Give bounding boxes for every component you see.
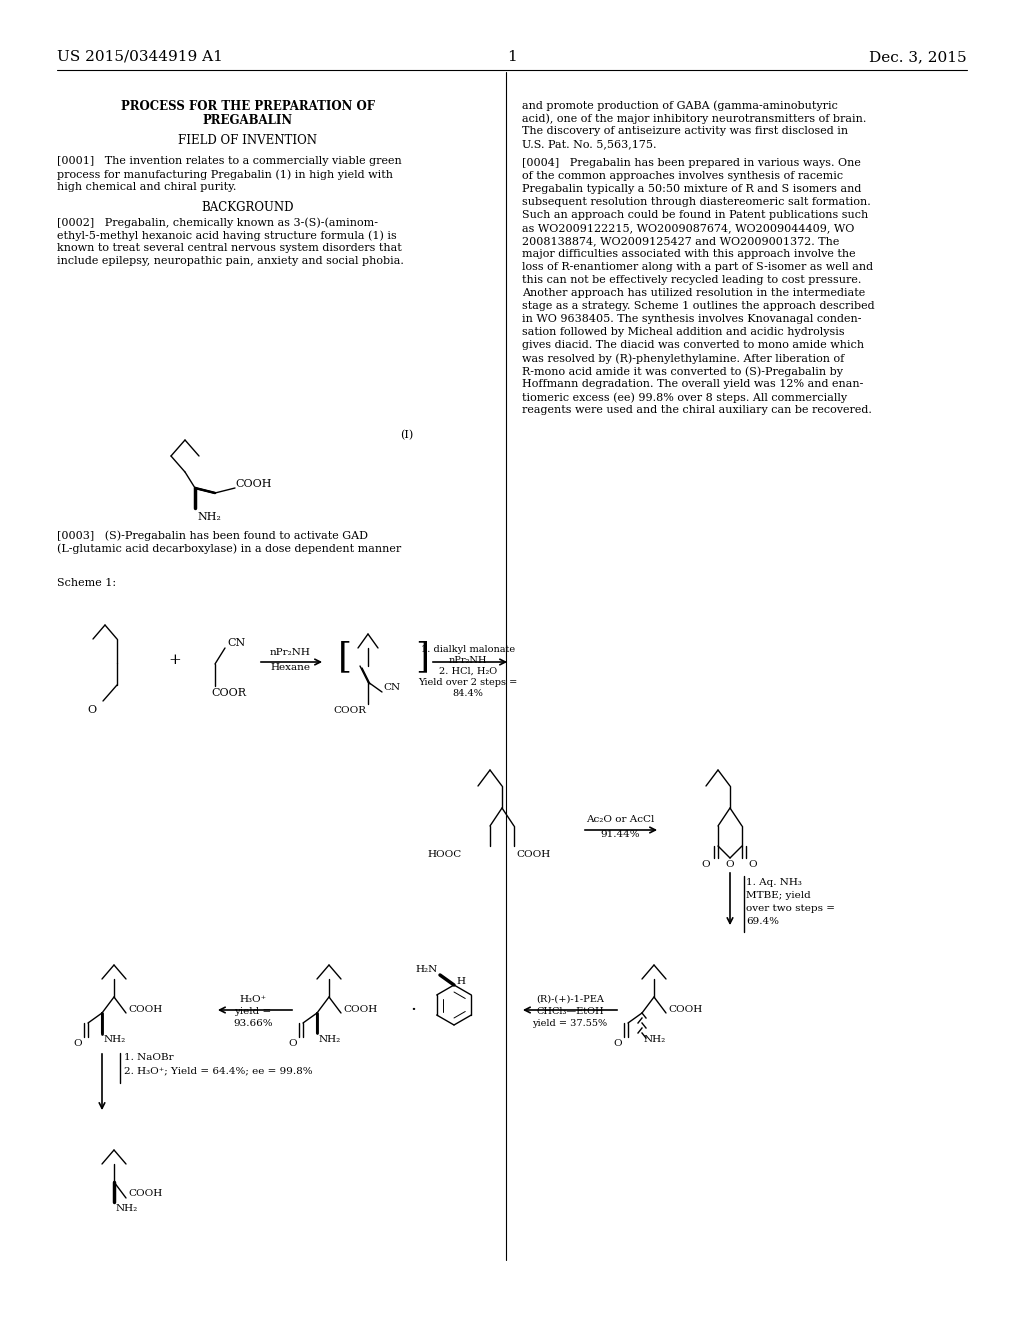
Text: subsequent resolution through diastereomeric salt formation.: subsequent resolution through diastereom… [522,197,870,207]
Text: gives diacid. The diacid was converted to mono amide which: gives diacid. The diacid was converted t… [522,341,864,350]
Text: H₃O⁺: H₃O⁺ [240,995,266,1005]
Text: Yield over 2 steps =: Yield over 2 steps = [419,678,517,686]
Text: COOH: COOH [128,1189,162,1199]
Text: O: O [88,705,97,715]
Text: known to treat several central nervous system disorders that: known to treat several central nervous s… [57,243,401,253]
Text: 69.4%: 69.4% [746,917,779,927]
Text: high chemical and chiral purity.: high chemical and chiral purity. [57,182,237,191]
Text: US 2015/0344919 A1: US 2015/0344919 A1 [57,50,223,63]
Text: major difficulties associated with this approach involve the: major difficulties associated with this … [522,249,856,259]
Text: U.S. Pat. No. 5,563,175.: U.S. Pat. No. 5,563,175. [522,139,656,149]
Text: NH₂: NH₂ [197,512,221,521]
Text: nPr₂NH: nPr₂NH [269,648,310,657]
Text: (R)-(+)-1-PEA: (R)-(+)-1-PEA [536,995,604,1005]
Text: BACKGROUND: BACKGROUND [202,201,294,214]
Text: COOR: COOR [334,706,367,715]
Text: 1. Aq. NH₃: 1. Aq. NH₃ [746,878,802,887]
Text: as WO2009122215, WO2009087674, WO2009044409, WO: as WO2009122215, WO2009087674, WO2009044… [522,223,854,234]
Text: yield =: yield = [234,1007,271,1016]
Text: +: + [169,653,181,667]
Text: [0002]   Pregabalin, chemically known as 3-(S)-(aminom-: [0002] Pregabalin, chemically known as 3… [57,216,378,227]
Text: CN: CN [383,684,400,693]
Text: [0003]   (S)-Pregabalin has been found to activate GAD: [0003] (S)-Pregabalin has been found to … [57,531,368,541]
Text: COOH: COOH [234,479,271,488]
Text: 1: 1 [507,50,517,63]
Text: COOR: COOR [211,688,246,698]
Text: include epilepsy, neuropathic pain, anxiety and social phobia.: include epilepsy, neuropathic pain, anxi… [57,256,403,267]
Text: COOH: COOH [516,850,550,859]
Text: 2. HCl, H₂O: 2. HCl, H₂O [439,667,497,676]
Text: PREGABALIN: PREGABALIN [203,114,293,127]
Text: tiomeric excess (ee) 99.8% over 8 steps. All commercially: tiomeric excess (ee) 99.8% over 8 steps.… [522,392,847,403]
Text: MTBE; yield: MTBE; yield [746,891,811,900]
Text: ]: ] [415,640,429,675]
Text: NH₂: NH₂ [319,1035,341,1044]
Text: The discovery of antiseizure activity was first disclosed in: The discovery of antiseizure activity wa… [522,125,848,136]
Text: 84.4%: 84.4% [453,689,483,698]
Text: Scheme 1:: Scheme 1: [57,578,116,587]
Text: ethyl-5-methyl hexanoic acid having structure formula (1) is: ethyl-5-methyl hexanoic acid having stru… [57,230,396,240]
Text: FIELD OF INVENTION: FIELD OF INVENTION [178,135,317,147]
Text: Pregabalin typically a 50:50 mixture of R and S isomers and: Pregabalin typically a 50:50 mixture of … [522,183,861,194]
Text: H: H [456,977,465,986]
Text: over two steps =: over two steps = [746,904,835,913]
Text: loss of R-enantiomer along with a part of S-isomer as well and: loss of R-enantiomer along with a part o… [522,261,873,272]
Text: CHCl₃—EtOH: CHCl₃—EtOH [537,1007,604,1016]
Text: COOH: COOH [668,1005,702,1014]
Text: COOH: COOH [343,1005,377,1014]
Text: O: O [74,1039,82,1048]
Text: Dec. 3, 2015: Dec. 3, 2015 [869,50,967,63]
Text: was resolved by (R)-phenylethylamine. After liberation of: was resolved by (R)-phenylethylamine. Af… [522,352,844,363]
Text: [: [ [338,640,352,675]
Text: stage as a strategy. Scheme 1 outlines the approach described: stage as a strategy. Scheme 1 outlines t… [522,301,874,312]
Text: PROCESS FOR THE PREPARATION OF: PROCESS FOR THE PREPARATION OF [121,100,375,114]
Text: O: O [726,861,734,869]
Text: 2008138874, WO2009125427 and WO2009001372. The: 2008138874, WO2009125427 and WO200900137… [522,236,840,246]
Text: NH₂: NH₂ [104,1035,126,1044]
Text: this can not be effectively recycled leading to cost pressure.: this can not be effectively recycled lea… [522,275,861,285]
Text: ·: · [410,1001,416,1019]
Text: Such an approach could be found in Patent publications such: Such an approach could be found in Paten… [522,210,868,220]
Text: (L-glutamic acid decarboxylase) in a dose dependent manner: (L-glutamic acid decarboxylase) in a dos… [57,543,401,553]
Text: O: O [289,1039,297,1048]
Text: NH₂: NH₂ [644,1035,667,1044]
Text: [0004]   Pregabalin has been prepared in various ways. One: [0004] Pregabalin has been prepared in v… [522,158,861,168]
Text: of the common approaches involves synthesis of racemic: of the common approaches involves synthe… [522,172,843,181]
Text: R-mono acid amide it was converted to (S)-Pregabalin by: R-mono acid amide it was converted to (S… [522,366,843,376]
Text: sation followed by Micheal addition and acidic hydrolysis: sation followed by Micheal addition and … [522,327,845,337]
Text: in WO 9638405. The synthesis involves Knovanagal conden-: in WO 9638405. The synthesis involves Kn… [522,314,861,323]
Text: nPr₂NH: nPr₂NH [449,656,487,665]
Text: HOOC: HOOC [428,850,462,859]
Text: Another approach has utilized resolution in the intermediate: Another approach has utilized resolution… [522,288,865,298]
Text: 1. dialkyl malonate: 1. dialkyl malonate [421,645,515,653]
Text: CN: CN [227,638,246,648]
Text: Hexane: Hexane [270,663,310,672]
Text: O: O [701,861,710,869]
Text: acid), one of the major inhibitory neurotransmitters of brain.: acid), one of the major inhibitory neuro… [522,114,866,124]
Text: process for manufacturing Pregabalin (1) in high yield with: process for manufacturing Pregabalin (1)… [57,169,393,180]
Text: NH₂: NH₂ [116,1204,138,1213]
Text: Hoffmann degradation. The overall yield was 12% and enan-: Hoffmann degradation. The overall yield … [522,379,863,389]
Text: 91.44%: 91.44% [600,830,640,840]
Text: 1. NaOBr: 1. NaOBr [124,1053,174,1063]
Text: reagents were used and the chiral auxiliary can be recovered.: reagents were used and the chiral auxili… [522,405,871,414]
Text: [0001]   The invention relates to a commercially viable green: [0001] The invention relates to a commer… [57,156,401,166]
Text: 2. H₃O⁺; Yield = 64.4%; ee = 99.8%: 2. H₃O⁺; Yield = 64.4%; ee = 99.8% [124,1067,312,1074]
Text: O: O [613,1039,622,1048]
Text: yield = 37.55%: yield = 37.55% [532,1019,607,1028]
Text: O: O [748,861,757,869]
Text: Ac₂O or AcCl: Ac₂O or AcCl [586,814,654,824]
Text: COOH: COOH [128,1005,162,1014]
Text: (I): (I) [400,430,414,441]
Text: and promote production of GABA (gamma-aminobutyric: and promote production of GABA (gamma-am… [522,100,838,111]
Text: H₂N: H₂N [416,965,438,974]
Text: 93.66%: 93.66% [233,1019,272,1028]
